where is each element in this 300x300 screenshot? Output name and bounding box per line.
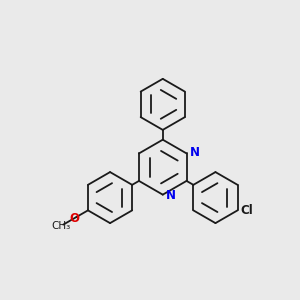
Text: N: N	[190, 146, 200, 159]
Text: N: N	[166, 189, 176, 202]
Text: O: O	[69, 212, 80, 225]
Text: Cl: Cl	[240, 204, 253, 217]
Text: CH₃: CH₃	[51, 221, 70, 231]
